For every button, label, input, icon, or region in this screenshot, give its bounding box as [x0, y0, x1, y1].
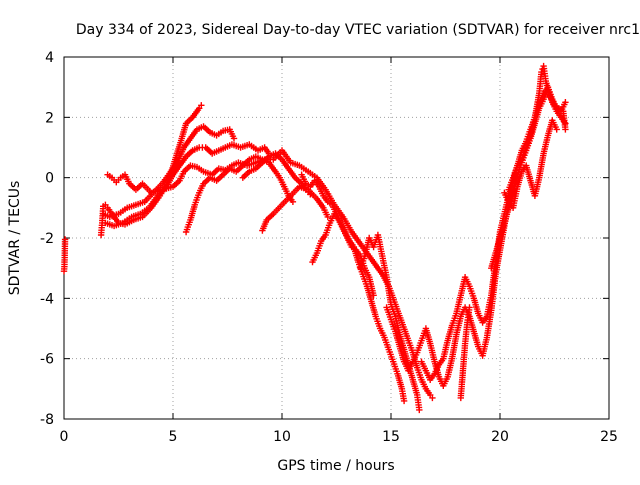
- data-point-markers: [182, 153, 297, 236]
- data-point-markers: [418, 84, 569, 383]
- y-tick-label: -2: [40, 231, 54, 247]
- grid: [64, 57, 609, 419]
- y-axis-label: SDTVAR / TECUs: [7, 181, 23, 296]
- y-tick-label: -4: [40, 291, 54, 307]
- data-point-markers: [100, 123, 238, 221]
- data-point-markers: [457, 304, 473, 402]
- y-tick-label: -8: [40, 412, 54, 428]
- series-track-t16: [501, 117, 560, 211]
- data-point-markers: [501, 117, 560, 211]
- series-track-t10: [357, 231, 423, 414]
- x-axis-label: GPS time / hours: [277, 458, 394, 474]
- x-tick-label: 5: [169, 429, 178, 445]
- x-tick-label: 25: [600, 429, 618, 445]
- x-tick-label: 0: [60, 429, 69, 445]
- y-tick-label: -6: [40, 352, 54, 368]
- data-point-markers: [259, 183, 331, 234]
- series-track-t2: [100, 123, 238, 221]
- y-tick-label: 0: [45, 171, 54, 187]
- y-tick-label: 4: [45, 50, 54, 66]
- chart-title: Day 334 of 2023, Sidereal Day-to-day VTE…: [76, 22, 640, 38]
- series-track-t13: [457, 304, 473, 402]
- series-track-t7: [259, 183, 331, 234]
- axis-ticks: 0 5 10 15 20 25 -8 -6 -4 -2 0 2 4: [40, 50, 618, 445]
- series-track-t0: [60, 236, 69, 275]
- series-track-t3: [102, 141, 273, 230]
- x-tick-label: 20: [491, 429, 509, 445]
- series-track-t15: [505, 62, 569, 193]
- x-tick-label: 10: [273, 429, 291, 445]
- data-point-markers: [60, 236, 69, 275]
- data-point-markers: [102, 141, 273, 230]
- data-series: [60, 62, 569, 414]
- x-tick-label: 15: [382, 429, 400, 445]
- y-tick-label: 2: [45, 110, 54, 126]
- series-track-t12: [418, 84, 569, 383]
- series-track-t5: [182, 153, 297, 236]
- data-point-markers: [357, 231, 423, 414]
- data-point-markers: [505, 62, 569, 193]
